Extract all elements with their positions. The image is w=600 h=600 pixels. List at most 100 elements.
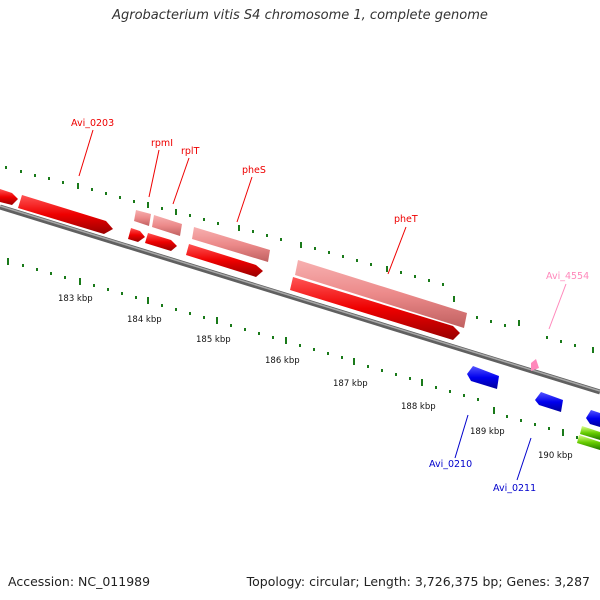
gene-arrow [586,410,600,427]
tick-major [147,202,149,208]
tick-dot [189,214,191,217]
reverse-genes [467,366,600,427]
tick-dot [34,174,36,177]
outer-tick-track [5,166,594,353]
kbp-label: 186 kbp [265,356,300,366]
gene-arrow [290,277,460,340]
tick-major [421,379,423,386]
tick-dot [48,177,50,180]
gene-bar [192,227,270,262]
tick-dot [356,259,358,262]
tick-dot [161,304,163,307]
map-title: Agrobacterium vitis S4 chromosome 1, com… [112,8,488,23]
tick-dot [217,222,219,225]
inner-tick-track [7,258,578,439]
tick-major [453,296,455,302]
tick-dot [504,324,506,327]
gene-bar [577,435,600,450]
tick-dot [314,247,316,250]
tick-dot [574,344,576,347]
tick-dot [414,275,416,278]
tick-major [147,297,149,304]
tick-dot [490,320,492,323]
leader-rplT [172,157,190,205]
tick-major [300,242,302,248]
tick-major [7,258,9,265]
tick-dot [135,296,137,299]
gene-label-avi0210: Avi_0210 [429,459,472,470]
gene-bar [580,426,600,440]
chromosome-backbone [0,204,600,395]
tick-dot [313,348,315,351]
tick-major [386,266,388,272]
gene-arrow-avi4554 [531,359,539,371]
gene-label-pheT: pheT [394,214,418,225]
tick-dot [272,336,274,339]
gene-arrow [467,366,499,389]
tick-dot [105,192,107,195]
gene-bar [152,215,182,236]
gene-label-avi0203: Avi_0203 [71,118,114,129]
tick-dot [20,170,22,173]
tick-dot [119,196,121,199]
tick-major [216,317,218,324]
tick-dot [121,292,123,295]
kbp-label: 187 kbp [333,379,368,389]
tick-dot [91,188,93,191]
kbp-label: 183 kbp [58,294,93,304]
gene-arrow [128,228,145,242]
gene-label-avi0211: Avi_0211 [493,483,536,494]
forward-genes [0,189,460,340]
gene-label-rplT: rplT [181,146,200,157]
tick-dot [370,263,372,266]
tick-dot [534,423,536,426]
tick-major [77,183,79,189]
label-leader-lines [78,129,567,481]
tick-dot [244,328,246,331]
tick-dot [299,344,301,347]
tick-dot [203,218,205,221]
tick-dot [252,230,254,233]
leader-pheS [236,176,253,223]
gene-arrow [18,195,113,234]
tick-dot [22,264,24,267]
tick-major [518,320,520,326]
tick-dot [327,352,329,355]
kbp-label: 188 kbp [401,402,436,412]
tick-major [562,429,564,436]
tick-dot [506,415,508,418]
tick-dot [381,369,383,372]
gene-label-pheS: pheS [242,165,266,176]
tick-dot [428,279,430,282]
tick-major [493,407,495,414]
gene-arrow [186,244,263,277]
gene-label-avi4554: Avi_4554 [546,271,589,282]
tick-dot [161,207,163,210]
accession-text: Accession: NC_011989 [8,574,151,589]
kbp-label: 185 kbp [196,335,231,345]
tick-dot [258,332,260,335]
leader-avi0210 [454,414,469,459]
chromosome-backbone-highlight [0,205,600,392]
rna-genes [134,210,467,328]
tick-dot [36,268,38,271]
tick-dot [520,419,522,422]
tick-dot [93,284,95,287]
gene-bar [295,260,467,328]
tick-major [285,337,287,344]
kbp-label: 189 kbp [470,427,505,437]
tick-major [592,347,594,353]
tick-dot [280,238,282,241]
leader-rpmI [148,149,160,198]
tick-dot [546,336,548,339]
kbp-label: 184 kbp [127,315,162,325]
leader-avi0211 [516,437,532,481]
leader-avi4554 [548,283,567,330]
tick-dot [203,316,205,319]
tick-dot [5,166,7,169]
gene-arrow [145,233,177,251]
kbp-label: 190 kbp [538,451,573,461]
tick-major [353,358,355,365]
tick-dot [435,386,437,389]
